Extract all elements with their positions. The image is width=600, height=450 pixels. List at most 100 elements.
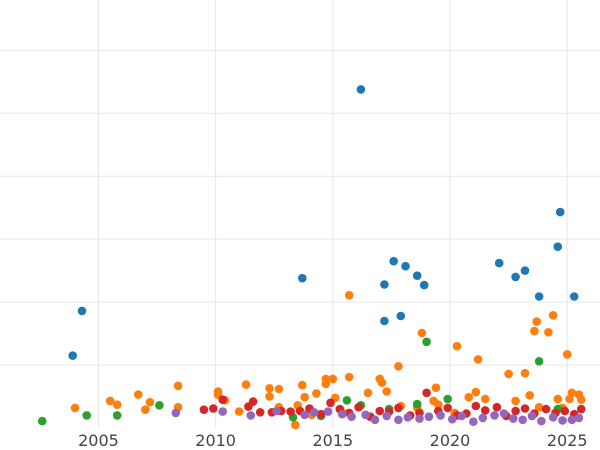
x-tick-label: 2020 [430, 431, 471, 450]
data-point [199, 405, 209, 415]
data-point [534, 292, 544, 301]
series-4 [199, 388, 586, 422]
data-point [361, 410, 370, 420]
data-point [537, 416, 546, 426]
data-point [112, 411, 122, 420]
data-point [457, 411, 467, 421]
data-point [511, 406, 520, 416]
data-point [478, 413, 488, 423]
data-point [316, 409, 326, 419]
data-point [248, 397, 258, 406]
data-point [417, 328, 427, 338]
data-point [234, 407, 244, 416]
data-point [312, 389, 321, 398]
data-point [363, 388, 373, 398]
data-point [480, 406, 490, 415]
data-point [300, 392, 310, 402]
data-point [448, 414, 457, 424]
data-point [562, 350, 572, 359]
data-point [326, 398, 335, 408]
data-point [419, 280, 429, 290]
data-point [328, 374, 338, 384]
data-point [403, 413, 413, 422]
series-1 [68, 85, 579, 360]
data-point [380, 316, 389, 326]
data-point [70, 403, 80, 413]
data-point [532, 317, 541, 326]
data-point [241, 380, 251, 389]
data-point [520, 266, 530, 275]
data-point [337, 409, 347, 419]
x-tick-label: 2015 [312, 431, 353, 450]
data-point [520, 404, 530, 413]
data-point [68, 351, 77, 360]
data-point [443, 403, 453, 413]
data-point [298, 273, 307, 283]
data-point [209, 404, 218, 413]
data-point [576, 395, 586, 405]
data-point [574, 413, 584, 423]
x-tick-label: 2005 [78, 431, 119, 450]
data-point [389, 256, 399, 266]
x-axis-tick-labels: 2005 2010 2015 2020 2025 [78, 431, 587, 450]
data-point [356, 85, 366, 94]
data-point [394, 415, 403, 425]
data-point [134, 390, 143, 399]
data-point [412, 271, 422, 281]
data-point [394, 362, 403, 371]
data-point [490, 411, 499, 420]
data-point [492, 402, 502, 412]
data-point [309, 408, 319, 417]
data-point [434, 400, 443, 410]
data-point [265, 384, 274, 393]
data-point [218, 395, 227, 405]
data-point [436, 411, 445, 420]
data-point [527, 411, 537, 421]
data-point [255, 408, 265, 417]
data-point [323, 407, 333, 416]
data-point [380, 280, 389, 289]
data-point [553, 394, 563, 404]
data-point [274, 384, 284, 394]
data-point [471, 387, 481, 397]
data-point [401, 261, 410, 271]
x-tick-label: 2010 [195, 431, 236, 450]
data-point [155, 401, 164, 410]
data-point [347, 412, 356, 422]
data-point [469, 417, 478, 427]
data-point [382, 387, 392, 396]
data-point [396, 311, 406, 321]
data-point [141, 405, 150, 415]
data-point [473, 355, 483, 364]
data-point [344, 290, 354, 300]
data-point [382, 411, 392, 421]
data-point [567, 388, 577, 398]
data-point [443, 394, 453, 404]
data-point [291, 420, 300, 430]
data-point [499, 409, 509, 418]
data-point [37, 416, 47, 426]
data-point [471, 401, 481, 411]
data-point [342, 396, 352, 405]
data-point [567, 415, 577, 425]
data-point [300, 410, 310, 420]
data-point [520, 368, 530, 378]
data-point [509, 414, 518, 423]
data-point [525, 391, 534, 400]
data-point [534, 402, 544, 412]
data-point [82, 411, 91, 420]
data-point [112, 400, 122, 410]
data-point [173, 381, 183, 391]
data-point [555, 207, 565, 217]
data-point [576, 404, 586, 414]
data-points [37, 85, 586, 430]
data-point [431, 383, 441, 393]
data-point [424, 412, 434, 422]
data-point [511, 396, 520, 406]
data-point [171, 408, 181, 418]
data-point [321, 379, 331, 389]
data-point [412, 399, 422, 409]
x-tick-label: 2025 [547, 431, 588, 450]
